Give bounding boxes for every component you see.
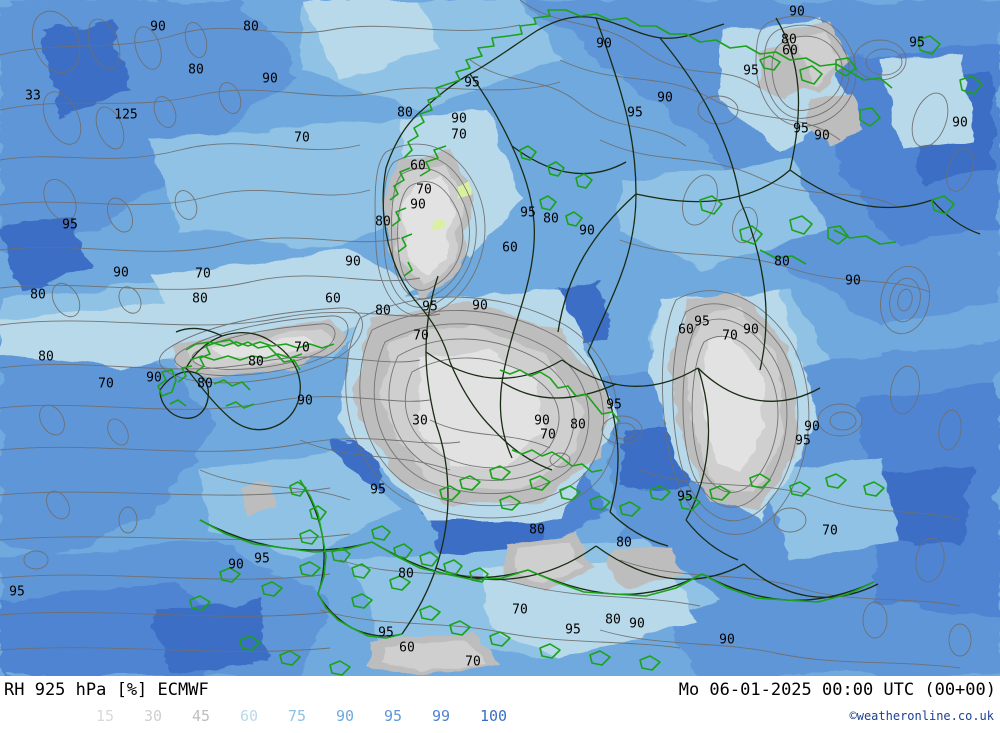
map-canvas[interactable]: 90 80 90 95 90 80 60 95 80 90 95 33 90 95 70 80 90 70 95 90…	[0, 0, 1000, 676]
legend-tick-90: 90	[336, 707, 355, 725]
legend-tick-60: 60	[240, 707, 259, 725]
copyright-credit: ©weatheronline.co.uk	[849, 709, 995, 723]
map-title: RH 925 hPa [%] ECMWF	[4, 680, 209, 700]
map-footer: RH 925 hPa [%] ECMWF Mo 06-01-2025 00:00…	[0, 676, 1000, 733]
legend-tick-15: 15	[96, 707, 115, 725]
model-run-timestamp: Mo 06-01-2025 00:00 UTC (00+00)	[678, 680, 996, 700]
color-scale-legend: 15 30 45 60 75 90 95 99 100	[96, 705, 528, 727]
legend-tick-75: 75	[288, 707, 307, 725]
legend-tick-95: 95	[384, 707, 403, 725]
legend-tick-30: 30	[144, 707, 163, 725]
legend-tick-100: 100	[480, 707, 508, 725]
relative-humidity-field	[0, 0, 1000, 676]
legend-tick-45: 45	[192, 707, 211, 725]
legend-tick-99: 99	[432, 707, 451, 725]
